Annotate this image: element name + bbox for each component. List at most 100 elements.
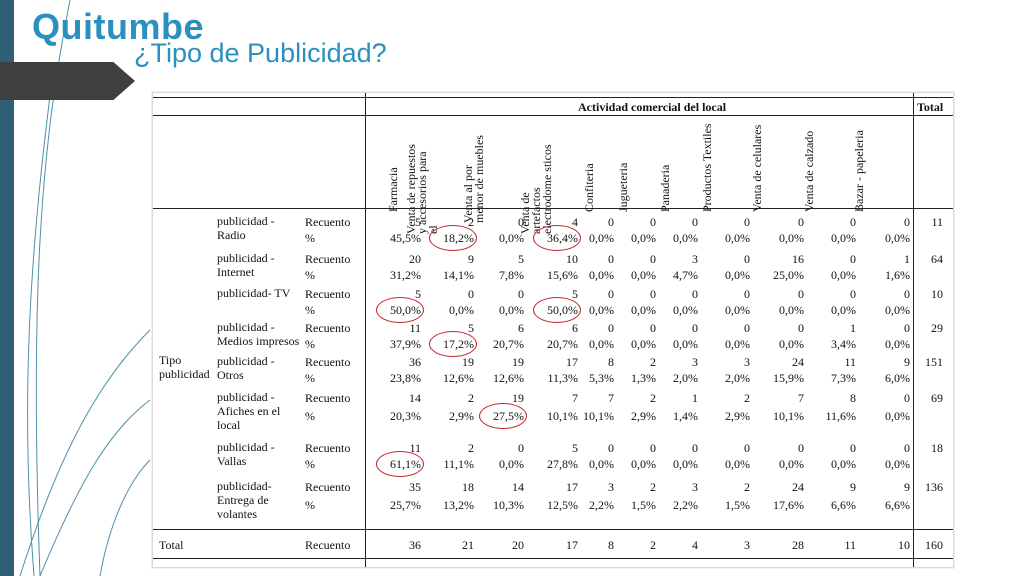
pct-cell: 0,0% (779, 457, 804, 471)
pct-cell: 2,2% (673, 498, 698, 512)
column-header: Jugueteria (616, 162, 630, 212)
count-label: Recuento (305, 215, 351, 229)
pct-cell: 7,3% (831, 371, 856, 385)
count-cell: 14 (409, 391, 421, 405)
row-category: publicidad- TV (217, 286, 291, 300)
count-cell: 0 (692, 441, 698, 455)
count-cell: 0 (798, 321, 804, 335)
pct-cell: 0,0% (885, 457, 910, 471)
count-cell: 18 (462, 480, 474, 494)
count-label: Recuento (305, 321, 351, 335)
pct-cell: 0,0% (885, 231, 910, 245)
count-cell: 5 (572, 441, 578, 455)
pct-cell: 0,0% (779, 337, 804, 351)
count-cell: 1 (904, 252, 910, 266)
count-cell: 0 (468, 287, 474, 301)
pct-cell: 0,0% (673, 231, 698, 245)
pct-cell: 27,8% (547, 457, 578, 471)
pct-cell: 0,0% (499, 303, 524, 317)
count-cell: 0 (650, 252, 656, 266)
row-total-cell: 64 (931, 252, 943, 266)
total-top-line (153, 529, 953, 530)
pct-cell: 0,0% (673, 457, 698, 471)
total-count-cell: 10 (898, 538, 910, 552)
pct-cell: 0,0% (631, 457, 656, 471)
pct-cell: 0,0% (725, 303, 750, 317)
total-count-cell: 2 (650, 538, 656, 552)
pct-cell: 2,0% (725, 371, 750, 385)
pct-cell: 15,6% (547, 268, 578, 282)
count-cell: 10 (566, 252, 578, 266)
pct-cell: 10,1% (773, 409, 804, 423)
count-cell: 2 (650, 355, 656, 369)
count-cell: 17 (566, 355, 578, 369)
count-cell: 19 (512, 355, 524, 369)
pct-cell: 0,0% (831, 303, 856, 317)
pct-cell: 0,0% (673, 337, 698, 351)
pct-cell: 4,7% (673, 268, 698, 282)
row-category: publicidad - Medios impresos (217, 320, 300, 348)
count-cell: 0 (608, 215, 614, 229)
highlight-circle (429, 331, 477, 357)
count-cell: 2 (744, 480, 750, 494)
pct-cell: 0,0% (779, 231, 804, 245)
pct-cell: 25,7% (390, 498, 421, 512)
pct-cell: 12,5% (547, 498, 578, 512)
count-cell: 3 (692, 355, 698, 369)
pct-cell: 6,0% (885, 371, 910, 385)
pct-cell: 45,5% (390, 231, 421, 245)
count-cell: 14 (512, 480, 524, 494)
total-count-cell: 3 (744, 538, 750, 552)
grand-total-cell: 160 (925, 538, 943, 552)
count-cell: 0 (744, 252, 750, 266)
pct-cell: 11,1% (443, 457, 474, 471)
count-cell: 1 (692, 391, 698, 405)
pct-cell: 0,0% (631, 231, 656, 245)
count-cell: 0 (608, 287, 614, 301)
row-total-cell: 136 (925, 480, 943, 494)
total-count-cell: 21 (462, 538, 474, 552)
column-header: Confiteria (582, 163, 596, 212)
pct-label: % (305, 268, 315, 282)
pct-cell: 17,6% (773, 498, 804, 512)
highlight-circle (376, 451, 424, 477)
count-cell: 0 (744, 215, 750, 229)
column-header: Panaderia (658, 164, 672, 212)
pct-cell: 10,1% (583, 409, 614, 423)
pct-cell: 0,0% (589, 337, 614, 351)
row-category: publicidad - Otros (217, 354, 275, 382)
row-total-cell: 29 (931, 321, 943, 335)
count-cell: 3 (744, 355, 750, 369)
count-cell: 0 (608, 321, 614, 335)
count-cell: 5 (468, 321, 474, 335)
pct-cell: 1,6% (885, 268, 910, 282)
row-total-cell: 11 (931, 215, 943, 229)
pct-label: % (305, 409, 315, 423)
pct-cell: 0,0% (725, 337, 750, 351)
column-header: Bazar - papeleria (852, 130, 866, 212)
count-cell: 2 (468, 391, 474, 405)
pct-cell: 1,5% (725, 498, 750, 512)
pct-cell: 0,0% (885, 303, 910, 317)
count-cell: 0 (744, 321, 750, 335)
count-cell: 20 (409, 252, 421, 266)
total-count-cell: 11 (844, 538, 856, 552)
row-group-label: Tipo publicidad (159, 353, 210, 381)
count-cell: 7 (572, 391, 578, 405)
count-cell: 16 (792, 252, 804, 266)
pct-cell: 2,9% (449, 409, 474, 423)
pct-cell: 0,0% (779, 303, 804, 317)
count-cell: 0 (798, 215, 804, 229)
pct-cell: 25,0% (773, 268, 804, 282)
count-label: Recuento (305, 355, 351, 369)
count-cell: 7 (608, 391, 614, 405)
count-cell: 5 (518, 252, 524, 266)
pct-cell: 0,0% (589, 303, 614, 317)
total-separator-line (913, 93, 914, 567)
pct-cell: 14,1% (443, 268, 474, 282)
highlight-circle (479, 403, 527, 429)
count-cell: 3 (692, 480, 698, 494)
highlight-circle (533, 225, 581, 251)
pct-cell: 6,6% (831, 498, 856, 512)
pct-cell: 2,9% (631, 409, 656, 423)
